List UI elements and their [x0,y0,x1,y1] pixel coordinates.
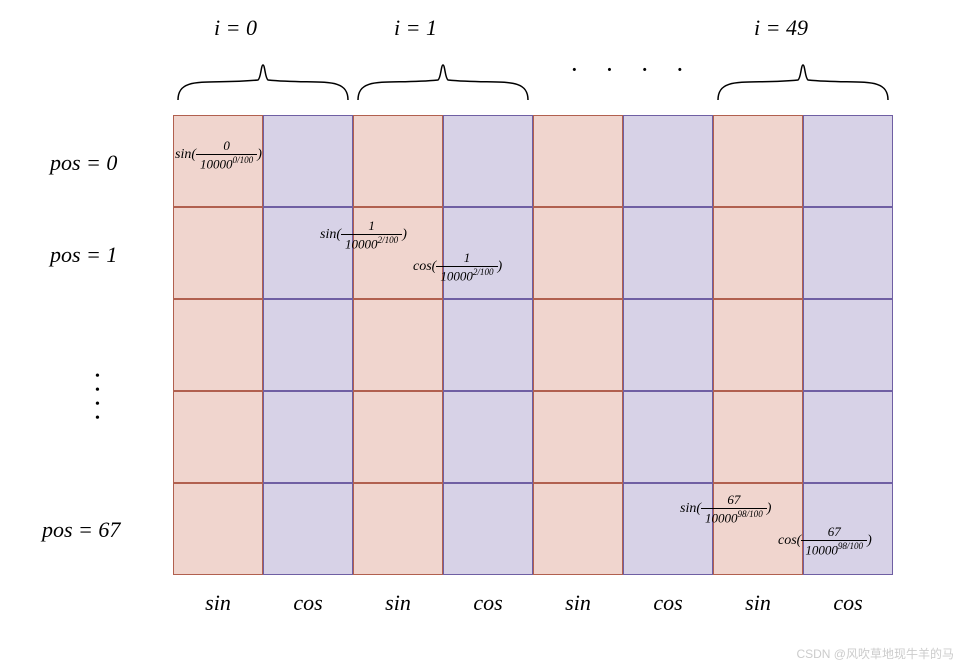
formula: cos(1100002/100) [413,250,502,284]
top-ellipsis: · · · · [570,55,694,85]
grid-cell [713,299,803,391]
bottom-label: sin [353,590,443,616]
brace-1 [353,55,533,105]
brace-0 [173,55,353,105]
grid-cell [533,115,623,207]
encoding-grid [173,115,893,575]
grid-cell [533,483,623,575]
grid-cell [353,299,443,391]
grid-cell [803,299,893,391]
grid-cell [713,115,803,207]
top-header-0: i = 0 [214,15,257,41]
top-header-1: i = 1 [394,15,437,41]
grid-cell [173,207,263,299]
formula: sin(671000098/100) [680,492,771,526]
grid-cell [353,391,443,483]
top-header-2: i = 49 [754,15,808,41]
grid-cell [623,299,713,391]
grid-cell [263,299,353,391]
grid-cell [263,483,353,575]
bottom-label: cos [623,590,713,616]
row-vdots: •••• [95,370,100,426]
grid-cell [623,207,713,299]
grid-cell [173,391,263,483]
bottom-label: cos [803,590,893,616]
grid-cell [623,391,713,483]
grid-cell [713,207,803,299]
grid-cell [173,483,263,575]
grid-cell [713,391,803,483]
grid-cell [443,483,533,575]
grid-cell [353,483,443,575]
formula: cos(671000098/100) [778,524,872,558]
bottom-label: cos [443,590,533,616]
bottom-label: sin [173,590,263,616]
diagram-container: i = 0 i = 1 i = 49 · · · · pos = 0 pos =… [0,0,966,670]
bottom-label: sin [533,590,623,616]
grid-cell [353,115,443,207]
formula: sin(0100000/100) [175,138,262,172]
row-label-3: pos = 67 [42,517,120,543]
grid-cell [623,115,713,207]
brace-2 [713,55,893,105]
grid-cell [443,299,533,391]
grid-cell [803,391,893,483]
formula: sin(1100002/100) [320,218,407,252]
grid-cell [803,207,893,299]
grid-cell [533,299,623,391]
grid-cell [263,115,353,207]
grid-cell [173,299,263,391]
bottom-label: cos [263,590,353,616]
grid-cell [533,391,623,483]
row-label-0: pos = 0 [50,150,117,176]
bottom-label: sin [713,590,803,616]
grid-cell [443,391,533,483]
watermark: CSDN @风吹草地现牛羊的马 [796,645,954,662]
grid-cell [803,115,893,207]
grid-cell [443,115,533,207]
row-label-1: pos = 1 [50,242,117,268]
grid-cell [263,391,353,483]
grid-cell [533,207,623,299]
